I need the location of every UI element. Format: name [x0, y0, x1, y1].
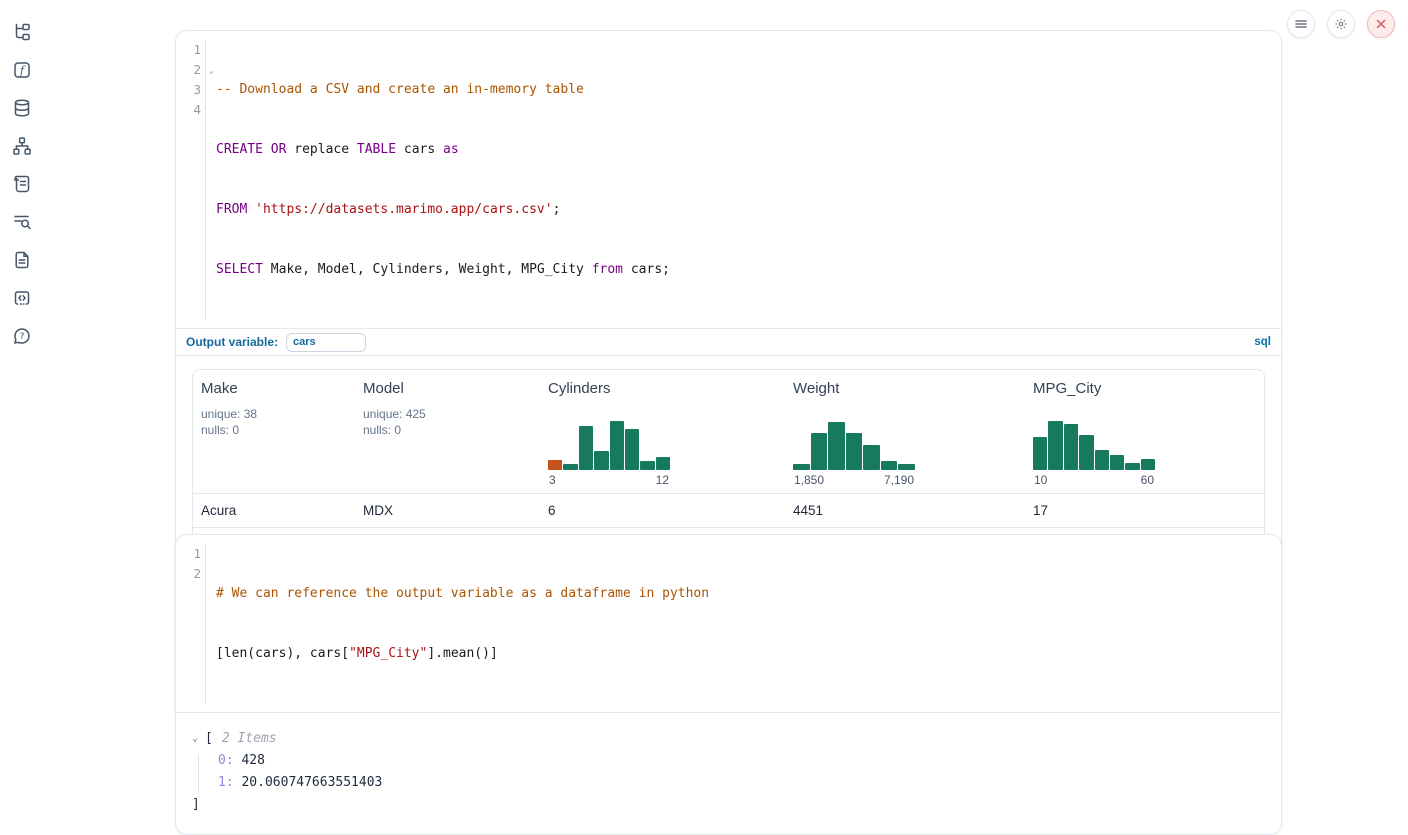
logs-icon[interactable]: [11, 211, 33, 233]
histogram-bar[interactable]: [846, 433, 863, 470]
output-variable-label: Output variable:: [186, 335, 278, 349]
hamburger-icon: [1294, 17, 1308, 31]
column-header-model[interactable]: Model unique: 425 nulls: 0: [355, 370, 540, 493]
histogram-bar[interactable]: [898, 464, 915, 470]
cylinders-histogram[interactable]: [548, 418, 670, 470]
shutdown-button[interactable]: [1367, 10, 1395, 38]
column-header-make[interactable]: Make unique: 38 nulls: 0: [193, 370, 355, 493]
python-code[interactable]: # We can reference the output variable a…: [206, 544, 709, 704]
python-output: ⌄ [ 2 Items 0: 428 1: 20.060747663551403…: [176, 712, 1281, 834]
fold-chevron-icon[interactable]: ⌄: [209, 61, 214, 81]
menu-button[interactable]: [1287, 10, 1315, 38]
python-cell: 1 2 # We can reference the output variab…: [175, 534, 1282, 835]
svg-text:?: ?: [20, 332, 25, 342]
output-variable-row: Output variable: sql: [176, 328, 1281, 356]
list-item: 0: 428: [192, 750, 1265, 772]
help-icon[interactable]: ?: [11, 325, 33, 347]
histogram-bar[interactable]: [828, 422, 845, 470]
tree-guide-line: [198, 754, 199, 792]
table-row: Acura MDX 6 4451 17: [193, 493, 1264, 527]
snippets-icon[interactable]: [11, 287, 33, 309]
list-item: 1: 20.060747663551403: [192, 772, 1265, 794]
left-sidebar: f: [0, 0, 44, 729]
histogram-bar[interactable]: [881, 461, 898, 470]
sql-editor[interactable]: 1 2⌄ 3 4 -- Download a CSV and create an…: [176, 31, 1281, 328]
items-count-label: 2 Items: [222, 728, 277, 750]
datasources-icon[interactable]: [11, 97, 33, 119]
close-icon: [1374, 17, 1388, 31]
scratchpad-icon[interactable]: [11, 173, 33, 195]
line-number-gutter: 1 2: [176, 544, 206, 704]
histogram-bar[interactable]: [594, 451, 608, 470]
documentation-icon[interactable]: [11, 249, 33, 271]
histogram-bar[interactable]: [1079, 435, 1093, 470]
mpg-city-histogram[interactable]: [1033, 418, 1155, 470]
file-explorer-icon[interactable]: [11, 21, 33, 43]
histogram-bar[interactable]: [1141, 459, 1155, 470]
line-number-gutter: 1 2⌄ 3 4: [176, 40, 206, 320]
histogram-bar[interactable]: [1125, 463, 1139, 470]
column-header-mpg-city[interactable]: MPG_City 10 60: [1025, 370, 1264, 493]
sql-code[interactable]: -- Download a CSV and create an in-memor…: [206, 40, 670, 320]
histogram-bar[interactable]: [610, 421, 624, 470]
histogram-bar[interactable]: [563, 464, 577, 470]
settings-button[interactable]: [1327, 10, 1355, 38]
list-output-tree: ⌄ [ 2 Items 0: 428 1: 20.060747663551403…: [192, 728, 1265, 816]
column-header-cylinders[interactable]: Cylinders 3 12: [540, 370, 785, 493]
language-badge: sql: [1254, 336, 1271, 348]
histogram-bar[interactable]: [811, 433, 828, 470]
variables-icon[interactable]: f: [11, 59, 33, 81]
histogram-bar[interactable]: [1064, 424, 1078, 470]
column-header-weight[interactable]: Weight 1,850 7,190: [785, 370, 1025, 493]
notebook-actions: [1287, 10, 1395, 38]
dependency-graph-icon[interactable]: [11, 135, 33, 157]
histogram-bar[interactable]: [640, 461, 654, 470]
histogram-bar[interactable]: [793, 464, 810, 470]
histogram-bar[interactable]: [579, 426, 593, 470]
output-variable-input[interactable]: [286, 333, 366, 352]
histogram-bar[interactable]: [863, 445, 880, 470]
gear-icon: [1334, 17, 1348, 31]
table-header-row: Make unique: 38 nulls: 0 Model unique: 4…: [193, 370, 1264, 493]
histogram-bar[interactable]: [656, 457, 670, 470]
histogram-bar[interactable]: [1095, 450, 1109, 470]
histogram-bar[interactable]: [625, 429, 639, 470]
histogram-bar[interactable]: [548, 460, 562, 470]
histogram-bar[interactable]: [1110, 455, 1124, 470]
weight-histogram[interactable]: [793, 418, 915, 470]
python-editor[interactable]: 1 2 # We can reference the output variab…: [176, 535, 1281, 712]
svg-text:f: f: [19, 64, 26, 77]
collapse-chevron-icon[interactable]: ⌄: [192, 728, 202, 750]
histogram-bar[interactable]: [1048, 421, 1062, 470]
histogram-bar[interactable]: [1033, 437, 1047, 470]
